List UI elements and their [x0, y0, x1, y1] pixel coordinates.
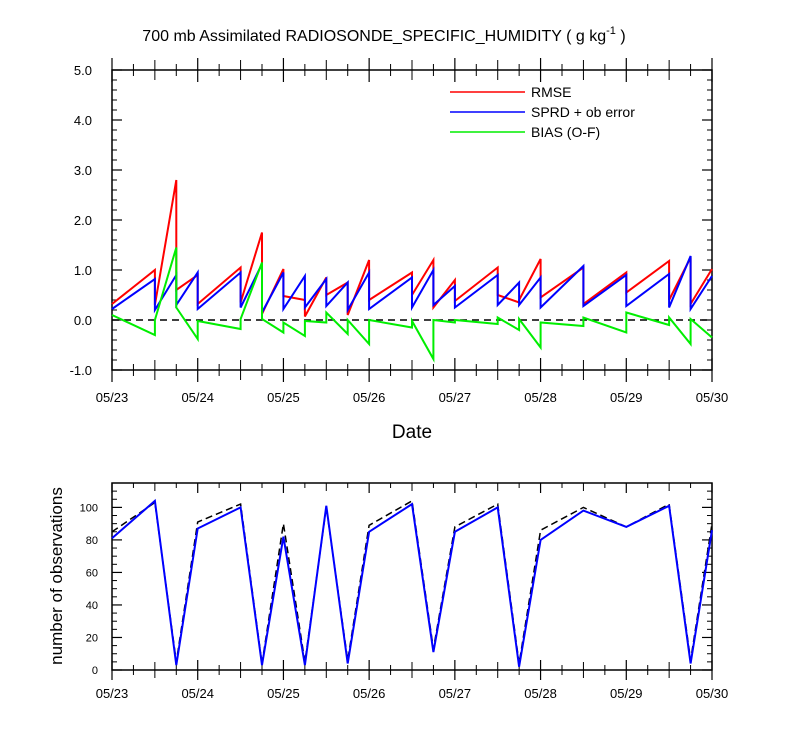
bottom-y-axis-label: number of observations: [47, 487, 66, 665]
top-y-tick-label: 1.0: [74, 263, 92, 278]
bottom-y-tick-label: 60: [86, 567, 98, 579]
bottom-y-tick-label: 40: [86, 600, 98, 612]
series-line-total-observations: [111, 499, 713, 664]
bottom-x-tick-label: 05/28: [524, 686, 557, 701]
top-x-axis-label: Date: [392, 422, 432, 443]
bottom-x-axis: 05/23 05/24 05/25 05/26 05/27 05/28 05/29 05/30: [96, 483, 729, 701]
series-sprd-ob-error: [111, 255, 713, 314]
top-x-tick-label: 05/23: [96, 390, 129, 405]
legend: RMSE SPRD + ob error BIAS (O-F): [450, 84, 635, 140]
series-line-sprd-ob-error: [111, 255, 713, 314]
top-x-tick-label: 05/27: [439, 390, 472, 405]
series-bias-o-f: [111, 247, 713, 363]
bottom-y-axis: 0 20 40 60 80 100: [80, 482, 712, 677]
bottom-x-tick-label: 05/23: [96, 686, 129, 701]
top-y-tick-label: 0.0: [74, 313, 92, 328]
bottom-series-group: [111, 498, 713, 667]
top-x-tick-label: 05/24: [181, 390, 214, 405]
series-line-bias-o-f: [111, 247, 713, 363]
bottom-y-tick-label: 0: [92, 665, 98, 677]
legend-label-sprd: SPRD + ob error: [531, 104, 635, 120]
top-y-tick-label: 5.0: [74, 63, 92, 78]
top-x-tick-label: 05/25: [267, 390, 300, 405]
bottom-y-tick-label: 80: [86, 535, 98, 547]
bottom-y-tick-label: 100: [80, 502, 98, 514]
top-y-axis: -1.0 0.0 1.0 2.0 3.0 4.0 5.0: [70, 63, 712, 378]
bottom-x-tick-label: 05/25: [267, 686, 300, 701]
top-x-axis: 05/23 05/24 05/25 05/26 05/27 05/28 05/29 05/30: [96, 58, 729, 405]
series-rmse: [111, 179, 713, 317]
bottom-x-tick-label: 05/26: [353, 686, 386, 701]
bottom-x-tick-label: 05/24: [181, 686, 214, 701]
bottom-y-tick-label: 20: [86, 632, 98, 644]
bottom-x-tick-label: 05/27: [439, 686, 472, 701]
bottom-x-tick-label: 05/30: [696, 686, 729, 701]
top-x-tick-label: 05/30: [696, 390, 729, 405]
top-x-tick-label: 05/26: [353, 390, 386, 405]
legend-label-bias: BIAS (O-F): [531, 124, 600, 140]
top-y-tick-label: 4.0: [74, 113, 92, 128]
top-chart: 700 mb Assimilated RADIOSONDE_SPECIFIC_H…: [70, 25, 729, 443]
top-x-tick-label: 05/29: [610, 390, 643, 405]
bottom-x-tick-label: 05/29: [610, 686, 643, 701]
top-y-tick-label: 2.0: [74, 213, 92, 228]
top-y-tick-label: 3.0: [74, 163, 92, 178]
series-line-rmse: [111, 179, 713, 317]
top-chart-title: 700 mb Assimilated RADIOSONDE_SPECIFIC_H…: [142, 25, 625, 45]
top-series-group: [111, 179, 713, 363]
legend-label-rmse: RMSE: [531, 84, 571, 100]
top-x-tick-label: 05/28: [524, 390, 557, 405]
series-line-assimilated-observations: [111, 498, 713, 667]
top-y-tick-label: -1.0: [70, 363, 92, 378]
